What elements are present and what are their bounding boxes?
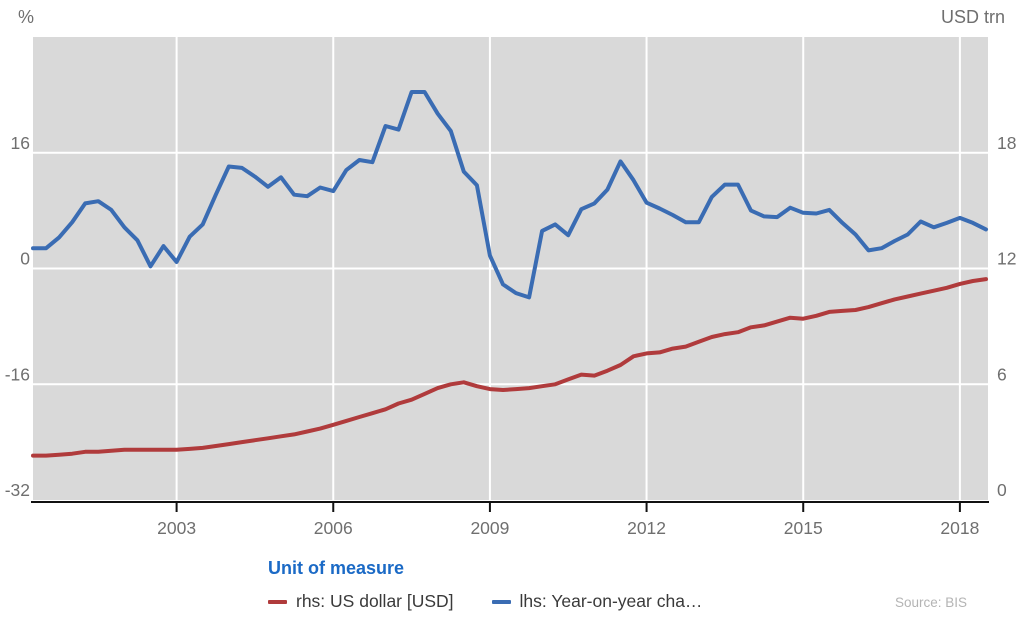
rhs-series-swatch-icon: [268, 599, 287, 604]
series-line-lhs-yoy-change: [31, 90, 988, 300]
left-axis-tick-label: 16: [11, 133, 30, 153]
legend-item-lhs-yoy-change[interactable]: lhs: Year-on-year cha…: [491, 591, 703, 612]
right-axis-unit-label: USD trn: [940, 7, 1005, 27]
chart-legend: rhs: US dollar [USD] lhs: Year-on-year c…: [268, 591, 702, 612]
x-axis-tick-label: 2018: [940, 518, 979, 538]
x-axis-tick-label: 2003: [157, 518, 196, 538]
x-axis-tick-label: 2012: [627, 518, 666, 538]
series-line-rhs-us-dollar: [31, 277, 988, 458]
chart-canvas: 2003 2006 2009 2012 2015 2018 16 0 -16 -32 18 12 6 0: [5, 37, 1016, 538]
left-axis-tick-label: -32: [5, 480, 30, 500]
lhs-series-label: lhs: Year-on-year cha…: [519, 591, 703, 611]
right-axis-tick-label: 0: [997, 480, 1007, 500]
right-axis-tick-label: 6: [997, 364, 1007, 384]
source-attribution: Source: BIS: [894, 595, 967, 610]
left-axis-unit-label: %: [18, 7, 35, 27]
rhs-series-label: rhs: US dollar [USD]: [296, 591, 454, 611]
lhs-series-swatch-icon: [491, 599, 511, 604]
legend-title: Unit of measure: [268, 558, 405, 578]
right-axis-tick-label: 18: [997, 133, 1016, 153]
x-axis-tick-label: 2009: [470, 518, 509, 538]
x-axis-tick-label: 2015: [784, 518, 823, 538]
right-axis-tick-label: 12: [997, 249, 1016, 269]
left-axis-tick-label: 0: [20, 249, 30, 269]
x-axis-tick-label: 2006: [314, 518, 353, 538]
left-axis-tick-label: -16: [5, 364, 30, 384]
legend-item-rhs-us-dollar[interactable]: rhs: US dollar [USD]: [268, 591, 454, 612]
